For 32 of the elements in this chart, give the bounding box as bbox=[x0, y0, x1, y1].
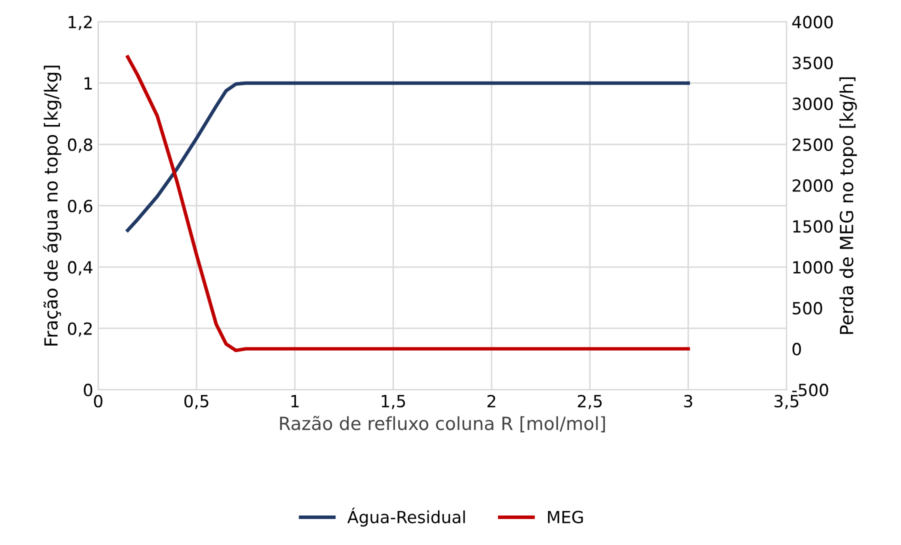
y-axis-title: Fração de água no topo [kg/kg] bbox=[43, 66, 62, 346]
x-tick-label: 1 bbox=[291, 395, 299, 408]
x-tick-label: 2,5 bbox=[578, 394, 602, 410]
y-tick-label: 1 bbox=[84, 77, 92, 90]
y-tick-label: 0,2 bbox=[68, 322, 92, 337]
y-tick-label: 1,2 bbox=[68, 16, 92, 30]
y2-tick-label: 2500 bbox=[792, 138, 833, 151]
x-tick-label: 0,5 bbox=[184, 394, 208, 410]
y2-tick-label: 500 bbox=[792, 302, 822, 314]
y2-tick-label: -500 bbox=[792, 384, 828, 396]
y2-axis-title: Perda de MEG no topo [kg/h] bbox=[839, 77, 857, 334]
y2-tick-label: 3000 bbox=[792, 98, 833, 110]
y2-tick-label: 1000 bbox=[793, 261, 833, 274]
x-tick-label: 3,5 bbox=[774, 394, 798, 410]
x-tick-label: 1,5 bbox=[382, 395, 406, 410]
y2-tick-label: 1500 bbox=[793, 220, 833, 233]
x-tick-label: 2 bbox=[487, 394, 496, 408]
y-tick-label: 0,6 bbox=[68, 200, 92, 214]
legend-label: Água-Residual bbox=[347, 508, 465, 527]
y2-tick-label: 0 bbox=[792, 342, 801, 356]
y2-tick-label: 2000 bbox=[792, 179, 833, 192]
y2-tick-label: 3500 bbox=[792, 56, 833, 70]
legend-label: MEG bbox=[548, 510, 583, 524]
x-tick-label: 3 bbox=[684, 394, 692, 408]
y-tick-label: 0,4 bbox=[68, 261, 92, 276]
y2-tick-label: 4000 bbox=[792, 16, 833, 28]
x-axis-title: Razão de refluxo coluna R [mol/mol] bbox=[280, 416, 605, 432]
y-tick-label: 0 bbox=[84, 384, 92, 396]
line-series bbox=[126, 55, 690, 352]
y-tick-label: 0,8 bbox=[68, 138, 92, 153]
line-series bbox=[126, 81, 690, 232]
x-tick-label: 0 bbox=[94, 394, 102, 408]
